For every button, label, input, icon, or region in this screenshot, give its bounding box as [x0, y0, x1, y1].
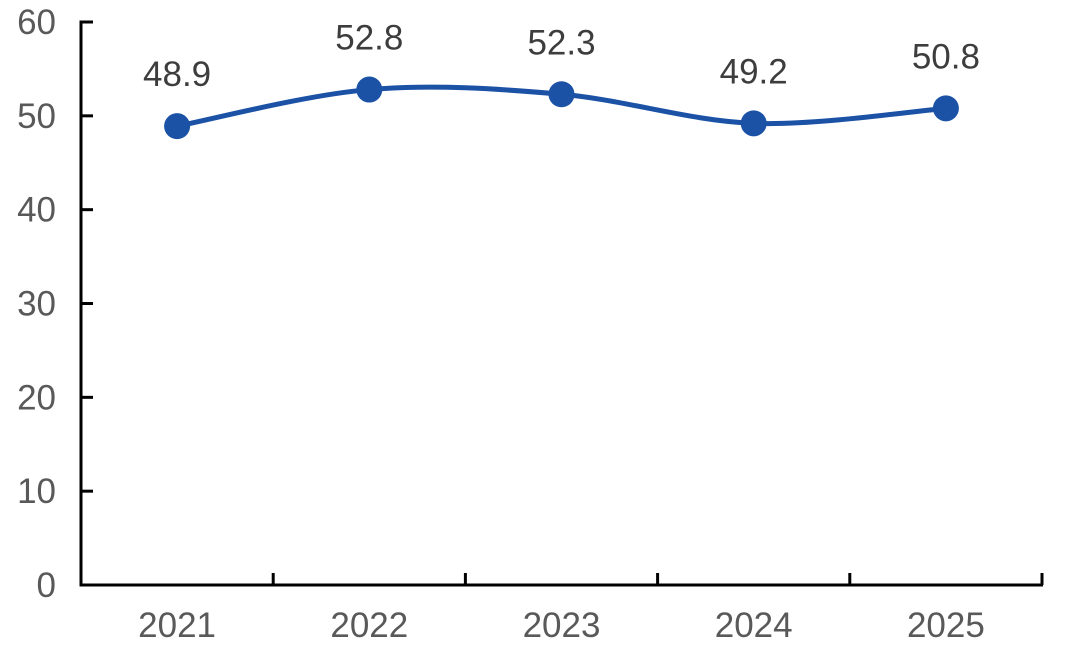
data-point-label: 49.2	[720, 52, 788, 91]
data-point-marker	[356, 76, 383, 103]
y-tick-label: 30	[17, 285, 56, 324]
y-tick-label: 10	[17, 472, 56, 511]
axes-group: 0 10 20 30 40 50 60 2021 2022 2023 2024 2025	[17, 3, 1044, 645]
y-tick-label: 0	[37, 566, 56, 605]
x-tick-label: 2023	[523, 606, 601, 645]
data-point-marker	[932, 95, 959, 122]
data-point-label: 50.8	[912, 37, 980, 76]
y-tick-label: 40	[17, 191, 56, 230]
y-tick-label: 50	[17, 97, 56, 136]
data-point-label: 52.8	[335, 19, 403, 58]
x-tick-label: 2022	[330, 606, 408, 645]
data-point-marker	[740, 110, 767, 137]
data-point-label: 48.9	[143, 55, 211, 94]
x-tick-label: 2021	[138, 606, 216, 645]
data-point-label: 52.3	[527, 23, 595, 62]
data-labels-group: 48.9 52.8 52.3 49.2 50.8	[143, 19, 980, 95]
data-point-marker	[548, 81, 575, 108]
data-point-marker	[164, 113, 191, 140]
x-tick-label: 2024	[715, 606, 793, 645]
x-tick-label: 2025	[907, 606, 985, 645]
y-tick-label: 60	[17, 3, 56, 42]
y-tick-label: 20	[17, 378, 56, 417]
series-group	[164, 76, 959, 140]
